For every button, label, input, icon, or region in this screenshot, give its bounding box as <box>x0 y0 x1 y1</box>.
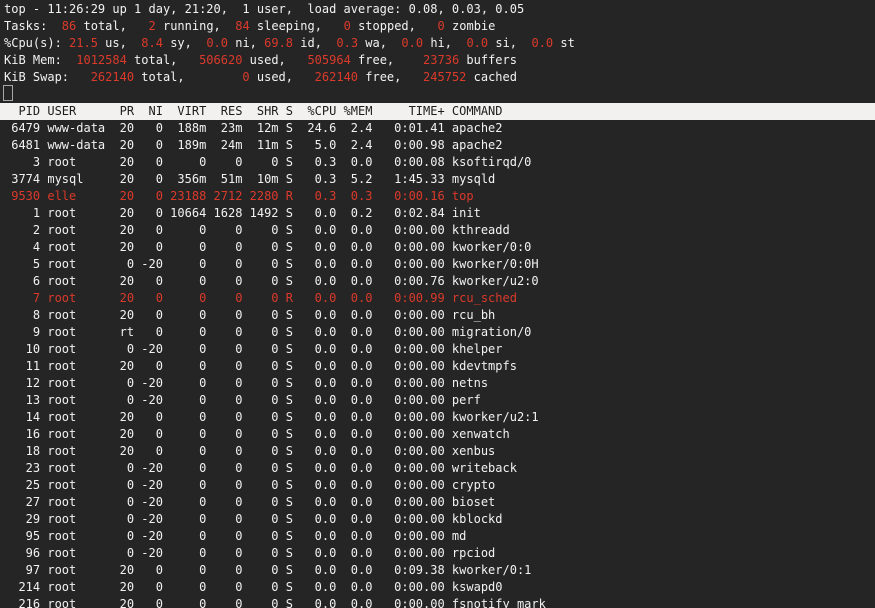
process-row-5: 5 root 0 -20 0 0 0 S 0.0 0.0 0:00.00 kwo… <box>4 257 539 271</box>
process-row-10: 10 root 0 -20 0 0 0 S 0.0 0.0 0:00.00 kh… <box>4 342 503 356</box>
summary-segment: Tasks: <box>4 19 55 33</box>
summary-line: top - 11:26:29 up 1 day, 21:20, 1 user, … <box>0 1 875 18</box>
summary-segment: 0.0 <box>524 36 554 50</box>
summary-segment: 262140 <box>300 70 359 84</box>
summary-segment: 8.4 <box>134 36 163 50</box>
text-cursor <box>3 85 13 101</box>
summary-segment: hi, <box>423 36 460 50</box>
summary-segment: free, <box>358 70 409 84</box>
summary-segment: us, <box>97 36 135 50</box>
summary-segment: 0.3 <box>329 36 359 50</box>
process-row-6479: 6479 www-data 20 0 188m 23m 12m S 24.6 2… <box>4 121 503 135</box>
summary-segment: running, <box>155 19 228 33</box>
summary-segment: wa, <box>358 36 395 50</box>
summary-segment: 0.0 <box>459 36 489 50</box>
summary-segment: 2 <box>134 19 156 33</box>
summary-segment: 21.5 <box>69 36 98 50</box>
summary-segment: 506620 <box>184 53 243 67</box>
process-row-29: 29 root 0 -20 0 0 0 S 0.0 0.0 0:00.00 kb… <box>4 512 503 526</box>
summary-segment: 0 <box>423 19 445 33</box>
table-header-row: PID USER PR NI VIRT RES SHR S %CPU %MEM … <box>0 103 875 120</box>
process-row-25: 25 root 0 -20 0 0 0 S 0.0 0.0 0:00.00 cr… <box>4 478 496 492</box>
process-row-23: 23 root 0 -20 0 0 0 S 0.0 0.0 0:00.00 wr… <box>4 461 517 475</box>
summary-segment: KiB Mem: <box>4 53 70 67</box>
summary-segment: used, <box>242 53 293 67</box>
summary-line: KiB Swap: 262140 total, 0 used, 262140 f… <box>0 69 875 86</box>
summary-segment: 1012584 <box>69 53 127 67</box>
process-row-214: 214 root 20 0 0 0 0 S 0.0 0.0 0:00.00 ks… <box>4 580 503 594</box>
summary-area: top - 11:26:29 up 1 day, 21:20, 1 user, … <box>0 1 875 86</box>
summary-segment: 245752 <box>408 70 467 84</box>
summary-segment: zombie <box>444 19 496 33</box>
cursor-line <box>0 85 875 103</box>
summary-segment: 0 <box>191 70 250 84</box>
summary-segment: stopped, <box>350 19 424 33</box>
summary-segment: si, <box>488 36 525 50</box>
process-row-27: 27 root 0 -20 0 0 0 S 0.0 0.0 0:00.00 bi… <box>4 495 496 509</box>
summary-segment: 0 <box>329 19 351 33</box>
summary-segment: free, <box>350 53 402 67</box>
summary-line: %Cpu(s): 21.5 us, 8.4 sy, 0.0 ni, 69.8 i… <box>0 35 875 52</box>
process-row-97: 97 root 20 0 0 0 0 S 0.0 0.0 0:09.38 kwo… <box>4 563 532 577</box>
summary-segment: buffers <box>459 53 517 67</box>
process-row-95: 95 root 0 -20 0 0 0 S 0.0 0.0 0:00.00 md <box>4 529 467 543</box>
summary-segment: top - 11:26:29 up 1 day, 21:20, 1 user, … <box>4 2 525 16</box>
summary-segment: cached <box>466 70 517 84</box>
summary-segment: 505964 <box>293 53 351 67</box>
summary-segment: 262140 <box>76 70 135 84</box>
process-row-2: 2 root 20 0 0 0 0 S 0.0 0.0 0:00.00 kthr… <box>4 223 510 237</box>
process-row-3774: 3774 mysql 20 0 356m 51m 10m S 0.3 5.2 1… <box>4 172 496 186</box>
process-row-6481: 6481 www-data 20 0 189m 24m 11m S 5.0 2.… <box>4 138 503 152</box>
process-row-12: 12 root 0 -20 0 0 0 S 0.0 0.0 0:00.00 ne… <box>4 376 489 390</box>
process-row-18: 18 root 20 0 0 0 0 S 0.0 0.0 0:00.00 xen… <box>4 444 496 458</box>
summary-segment: st <box>553 36 575 50</box>
process-row-1: 1 root 20 0 10664 1628 1492 S 0.0 0.2 0:… <box>4 206 481 220</box>
summary-segment: total, <box>126 53 185 67</box>
process-row-9530: 9530 elle 20 0 23188 2712 2280 R 0.3 0.3… <box>4 189 474 203</box>
summary-segment: total, <box>134 70 192 84</box>
process-row-4: 4 root 20 0 0 0 0 S 0.0 0.0 0:00.00 kwor… <box>4 240 532 254</box>
process-row-8: 8 root 20 0 0 0 0 S 0.0 0.0 0:00.00 rcu_… <box>4 308 496 322</box>
summary-segment: total, <box>76 19 135 33</box>
summary-segment: sleeping, <box>249 19 330 33</box>
process-row-6: 6 root 20 0 0 0 0 S 0.0 0.0 0:00.76 kwor… <box>4 274 539 288</box>
summary-segment: 0.0 <box>199 36 228 50</box>
summary-segment: KiB Swap: <box>4 70 77 84</box>
summary-line: KiB Mem: 1012584 total, 506620 used, 505… <box>0 52 875 69</box>
summary-segment: ni, <box>228 36 265 50</box>
summary-segment: id, <box>293 36 330 50</box>
summary-segment: 0.0 <box>394 36 424 50</box>
summary-segment: 23736 <box>401 53 460 67</box>
process-row-7: 7 root 20 0 0 0 0 R 0.0 0.0 0:00.99 rcu_… <box>4 291 517 305</box>
process-row-9: 9 root rt 0 0 0 0 S 0.0 0.0 0:00.00 migr… <box>4 325 532 339</box>
process-row-16: 16 root 20 0 0 0 0 S 0.0 0.0 0:00.00 xen… <box>4 427 510 441</box>
summary-segment: sy, <box>162 36 200 50</box>
process-row-96: 96 root 0 -20 0 0 0 S 0.0 0.0 0:00.00 rp… <box>4 546 496 560</box>
process-row-216: 216 root 20 0 0 0 0 S 0.0 0.0 0:00.00 fs… <box>4 597 546 608</box>
process-row-13: 13 root 0 -20 0 0 0 S 0.0 0.0 0:00.00 pe… <box>4 393 481 407</box>
summary-segment: 84 <box>228 19 250 33</box>
summary-line: Tasks: 86 total, 2 running, 84 sleeping,… <box>0 18 875 35</box>
summary-segment: used, <box>249 70 301 84</box>
summary-segment: 86 <box>54 19 77 33</box>
summary-segment: 69.8 <box>264 36 294 50</box>
process-table: 6479 www-data 20 0 188m 23m 12m S 24.6 2… <box>0 120 875 608</box>
process-row-14: 14 root 20 0 0 0 0 S 0.0 0.0 0:00.00 kwo… <box>4 410 539 424</box>
process-row-11: 11 root 20 0 0 0 0 S 0.0 0.0 0:00.00 kde… <box>4 359 517 373</box>
process-row-3: 3 root 20 0 0 0 0 S 0.3 0.0 0:00.08 ksof… <box>4 155 532 169</box>
summary-segment: %Cpu(s): <box>4 36 70 50</box>
